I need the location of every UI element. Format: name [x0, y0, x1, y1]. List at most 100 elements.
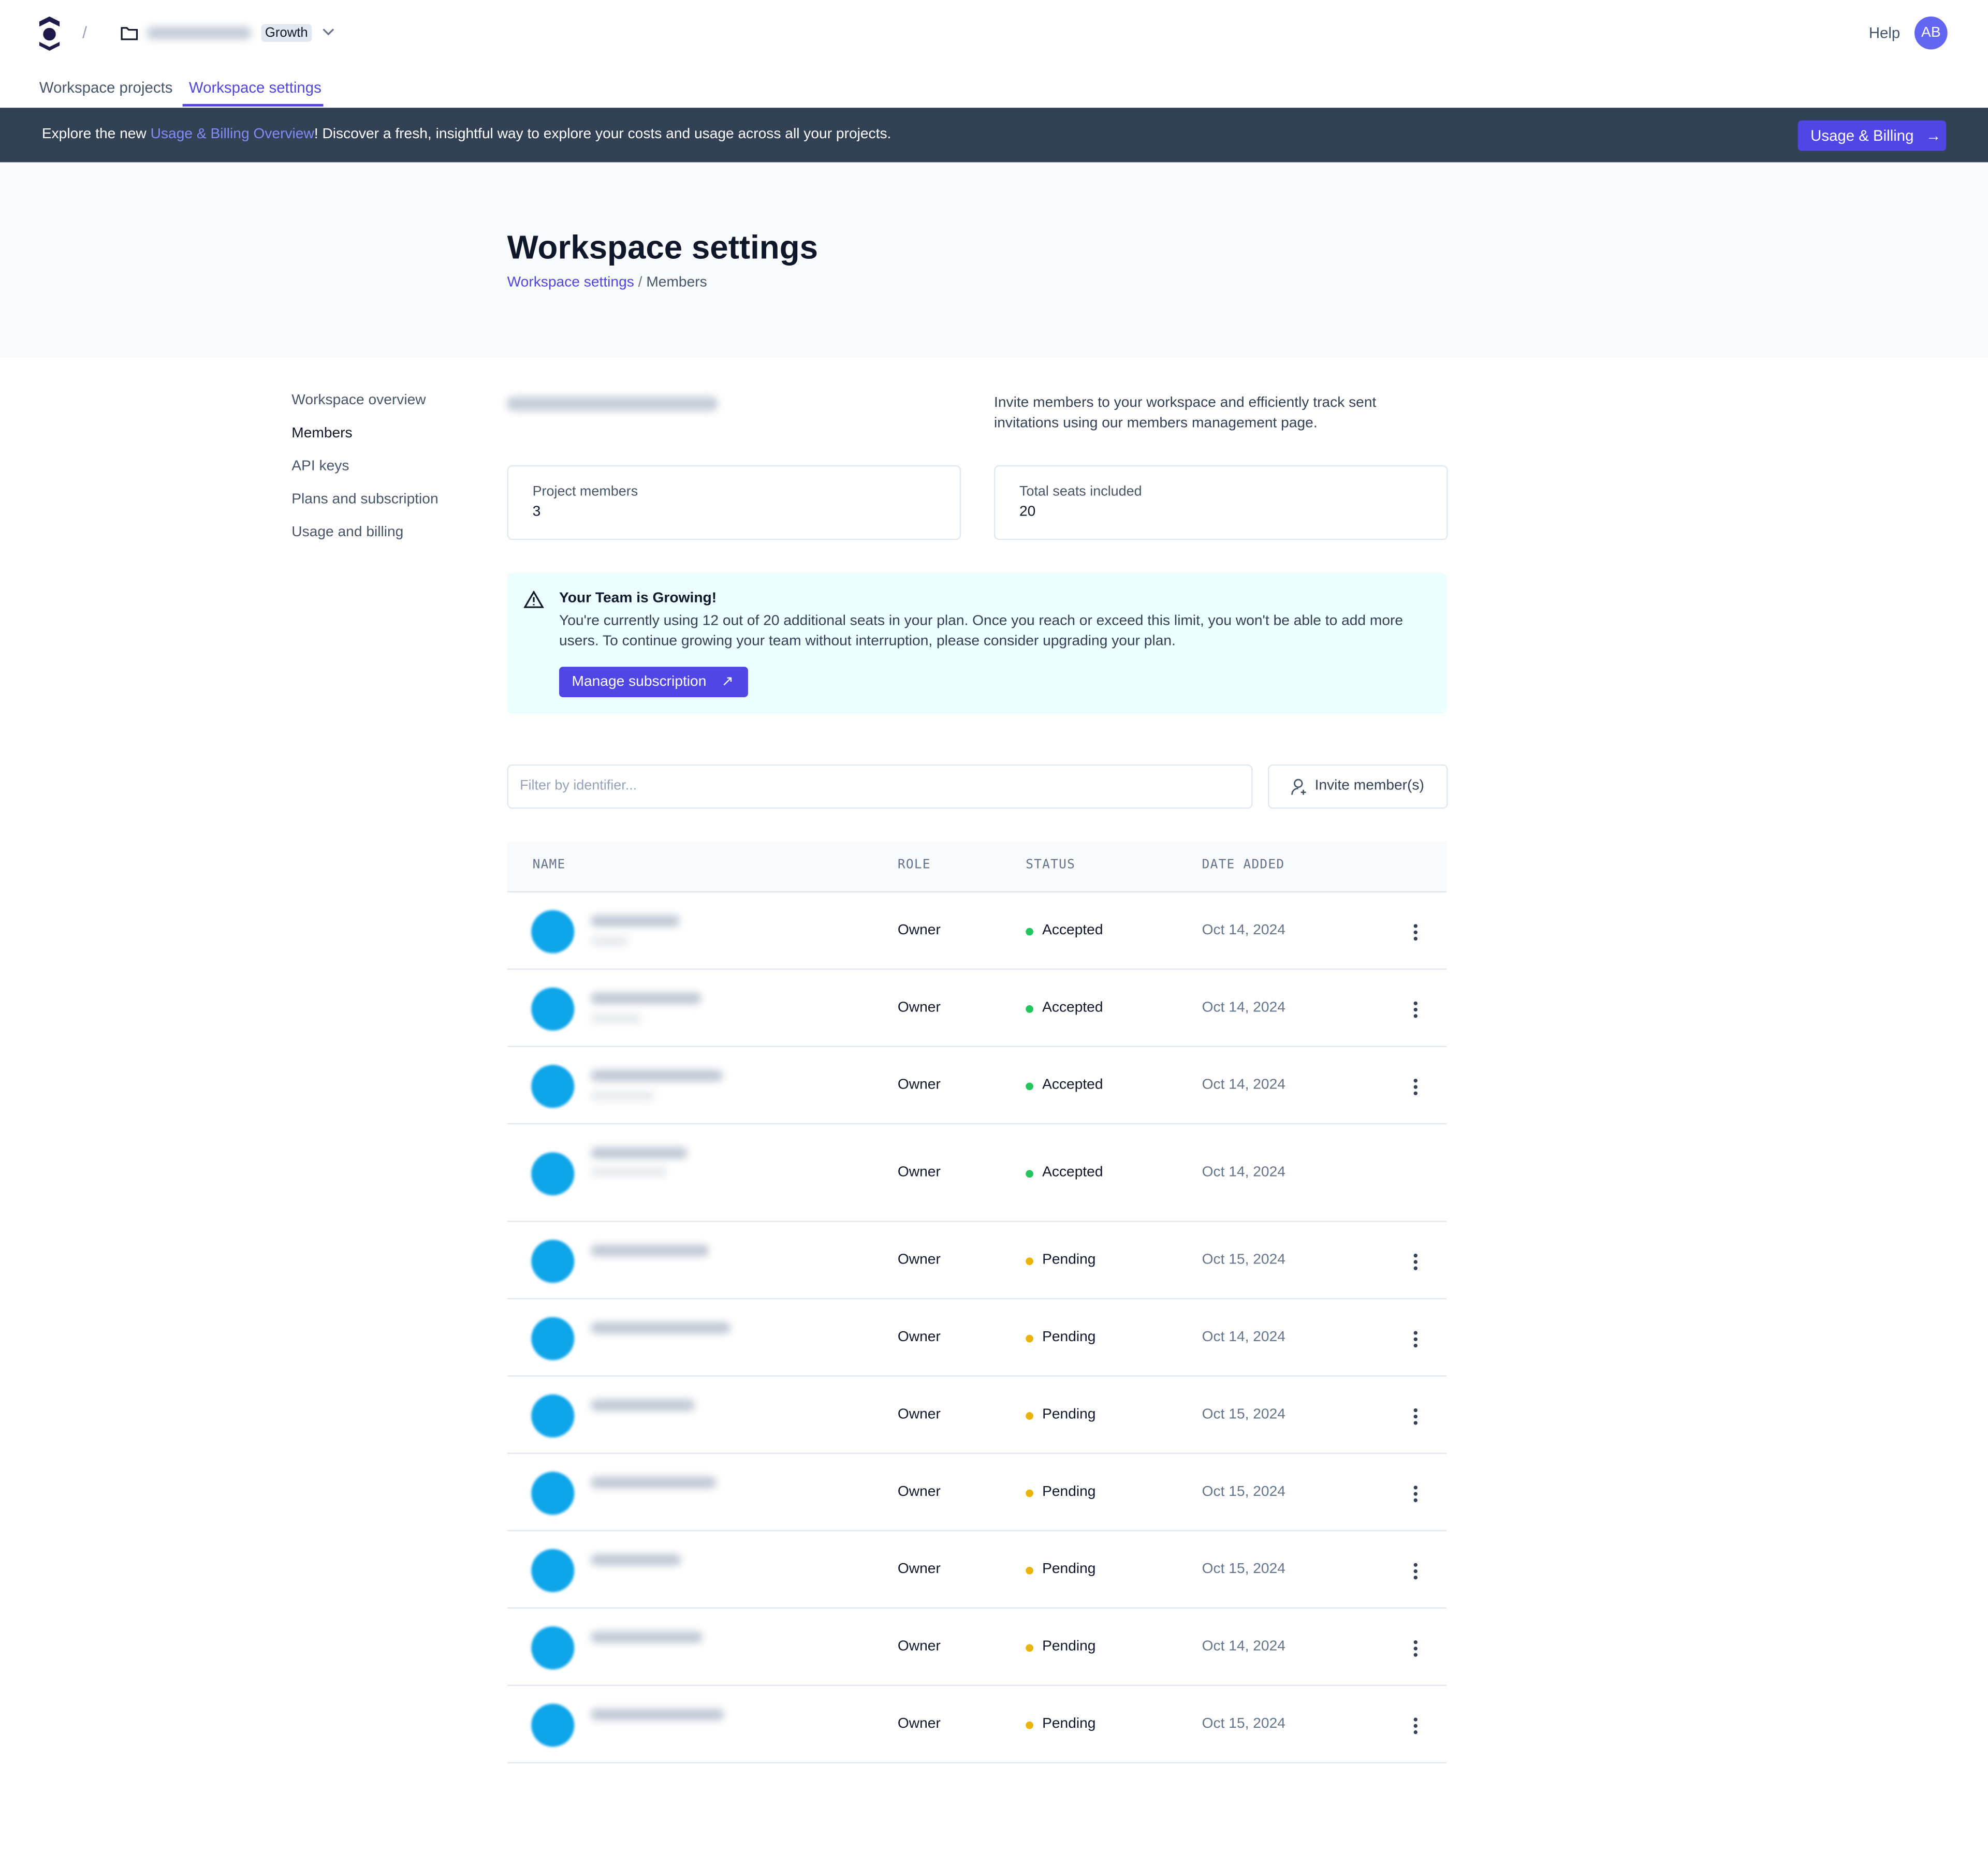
member-email-redacted: [591, 1630, 703, 1642]
folder-icon: [121, 27, 138, 40]
member-email-redacted: [591, 1399, 695, 1410]
sidebar-item[interactable]: Usage and billing: [291, 524, 404, 540]
member-avatar: [531, 1625, 575, 1669]
row-menu[interactable]: [1413, 1253, 1417, 1272]
member-email-redacted: [591, 1708, 724, 1720]
button-label: Invite member(s): [1314, 778, 1424, 794]
member-avatar: [531, 1151, 575, 1195]
logo[interactable]: [38, 15, 61, 51]
column-header: ROLE: [897, 858, 931, 872]
placeholder: Filter by identifier...: [520, 778, 637, 794]
member-name-redacted: [591, 1167, 667, 1177]
row-menu[interactable]: [1413, 1562, 1417, 1581]
table-row: Owner Pending Oct 14, 2024: [507, 1609, 1447, 1686]
date-added: Oct 14, 2024: [1202, 1077, 1285, 1092]
stat-label: Project members: [532, 484, 638, 499]
member-role: Owner: [897, 922, 941, 938]
member-role: Owner: [897, 1406, 941, 1422]
row-menu[interactable]: [1413, 1078, 1417, 1097]
status-dot: [1026, 1169, 1033, 1177]
member-status: Pending: [1042, 1406, 1096, 1422]
user-avatar[interactable]: AB: [1914, 16, 1948, 50]
sidebar-item[interactable]: Workspace overview: [291, 393, 426, 408]
row-menu[interactable]: [1413, 1485, 1417, 1504]
member-status: Accepted: [1042, 1164, 1103, 1180]
sidebar-item[interactable]: Members: [291, 425, 353, 442]
date-added: Oct 14, 2024: [1202, 1329, 1285, 1345]
date-added: Oct 14, 2024: [1202, 1638, 1285, 1654]
row-menu[interactable]: [1413, 1717, 1417, 1736]
member-email-redacted: [591, 992, 701, 1004]
table-row: Owner Accepted Oct 14, 2024: [507, 1124, 1447, 1222]
table-header: [507, 842, 1447, 893]
manage-subscription-button[interactable]: Manage subscription ↗: [559, 667, 748, 697]
help-link[interactable]: Help: [1868, 24, 1901, 42]
status-dot: [1026, 1004, 1033, 1012]
member-name-redacted: [591, 1091, 654, 1100]
table-row: Owner Accepted Oct 14, 2024: [507, 969, 1447, 1047]
member-email-redacted: [591, 1147, 688, 1159]
stat-card: Project members 3: [507, 465, 961, 540]
member-avatar: [531, 1064, 575, 1108]
row-menu[interactable]: [1413, 1639, 1417, 1659]
member-status: Pending: [1042, 1638, 1096, 1654]
member-email-redacted: [591, 1476, 717, 1488]
table-row: Owner Pending Oct 15, 2024: [507, 1531, 1447, 1609]
member-role: Owner: [897, 1252, 941, 1267]
breadcrumb-link[interactable]: Workspace settings: [507, 275, 634, 290]
stat-card: Total seats included 20: [994, 465, 1448, 540]
tab-active[interactable]: Workspace settings: [188, 78, 321, 97]
row-menu[interactable]: [1413, 1330, 1417, 1349]
table-row: Owner Accepted Oct 14, 2024: [507, 892, 1447, 970]
filter-input[interactable]: Filter by identifier...: [507, 764, 1253, 809]
alert-text: You're currently using 12 out of 20 addi…: [559, 613, 1404, 649]
member-avatar: [531, 1471, 575, 1515]
sidebar-item[interactable]: Plans and subscription: [291, 492, 438, 507]
member-avatar: [531, 1316, 575, 1360]
table-row: Owner Pending Oct 15, 2024: [507, 1377, 1447, 1454]
tab[interactable]: Workspace projects: [39, 78, 173, 97]
banner-text: Explore the new: [41, 126, 151, 142]
date-added: Oct 14, 2024: [1202, 1000, 1285, 1015]
section-heading-redacted: [507, 396, 718, 411]
member-avatar: [531, 1239, 575, 1283]
member-status: Pending: [1042, 1252, 1096, 1267]
chevron[interactable]: [322, 26, 334, 37]
status-dot: [1026, 1334, 1033, 1342]
member-status: Accepted: [1042, 922, 1103, 938]
member-role: Owner: [897, 1000, 941, 1015]
column-header: DATE ADDED: [1202, 858, 1285, 872]
member-avatar: [531, 987, 575, 1030]
member-role: Owner: [897, 1077, 941, 1092]
invite-button[interactable]: Invite member(s): [1268, 764, 1448, 809]
member-email-redacted: [591, 1069, 723, 1081]
status-dot: [1026, 1566, 1033, 1574]
status-dot: [1026, 1257, 1033, 1265]
status-dot: [1026, 1721, 1033, 1729]
user-plus-icon: [1291, 778, 1306, 795]
button-label: Usage & Billing: [1810, 126, 1914, 145]
row-menu[interactable]: [1413, 923, 1417, 943]
member-email-redacted: [591, 1321, 730, 1333]
sidebar-item[interactable]: API keys: [291, 459, 349, 474]
banner-link[interactable]: Usage & Billing Overview: [150, 126, 314, 142]
stat-value: 3: [532, 504, 541, 520]
billing-button[interactable]: Usage & Billing →: [1797, 120, 1947, 151]
member-name-redacted: [591, 1013, 642, 1023]
status-dot: [1026, 927, 1033, 935]
table-row: Owner Accepted Oct 14, 2024: [507, 1047, 1447, 1125]
date-added: Oct 15, 2024: [1202, 1406, 1285, 1422]
member-email-redacted: [591, 1553, 681, 1565]
page-title: Workspace settings: [507, 228, 818, 267]
member-email-redacted: [591, 1244, 709, 1256]
row-menu[interactable]: [1413, 1001, 1417, 1020]
member-status: Pending: [1042, 1329, 1096, 1345]
alert-title: Your Team is Growing!: [559, 591, 717, 606]
member-avatar: [531, 1393, 575, 1437]
tab-indicator: [182, 104, 324, 107]
row-menu[interactable]: [1413, 1407, 1417, 1427]
status-dot: [1026, 1082, 1033, 1090]
member-role: Owner: [897, 1715, 941, 1731]
date-added: Oct 14, 2024: [1202, 922, 1285, 938]
